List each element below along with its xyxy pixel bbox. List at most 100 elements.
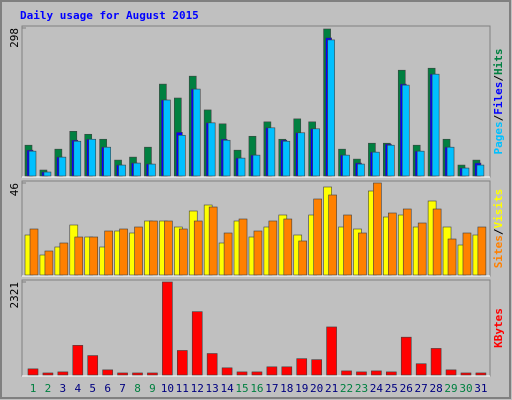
x-tick-label: 17	[265, 382, 278, 395]
bar	[357, 163, 365, 177]
bar	[134, 226, 143, 276]
bar	[163, 99, 171, 177]
bar	[43, 171, 52, 177]
x-tick-label: 3	[60, 382, 67, 395]
bar	[236, 371, 248, 376]
bar	[89, 236, 99, 276]
bar	[88, 138, 97, 177]
x-tick-label: 9	[149, 382, 156, 395]
bar	[402, 208, 412, 276]
legend-entry: Sites	[492, 235, 505, 268]
bar	[326, 326, 337, 376]
x-tick-label: 2	[45, 382, 52, 395]
bar	[417, 222, 427, 276]
x-tick-label: 12	[191, 382, 204, 395]
legend-entry: Pages	[492, 121, 505, 154]
bar	[238, 218, 248, 276]
bar	[223, 232, 233, 276]
bar	[193, 220, 203, 276]
bar	[59, 242, 69, 276]
legend-entry: Visits	[492, 189, 505, 229]
legend-entry: KBytes	[492, 308, 505, 348]
legend: Sites/Visits	[492, 189, 505, 269]
bar	[371, 370, 382, 376]
bar	[148, 163, 156, 177]
bar	[222, 139, 231, 177]
x-tick-label: 5	[89, 382, 96, 395]
bar	[192, 88, 201, 177]
bar	[372, 151, 380, 177]
x-tick-label: 13	[206, 382, 219, 395]
bar	[447, 238, 457, 276]
bar	[297, 132, 306, 177]
bar	[191, 311, 203, 376]
bar	[462, 232, 472, 276]
bar	[162, 281, 173, 376]
legend-entry: Hits	[492, 49, 505, 76]
bar	[178, 134, 186, 177]
x-tick-label: 14	[220, 382, 234, 395]
x-tick-label: 1	[30, 382, 37, 395]
bar	[252, 154, 261, 177]
x-tick-label: 25	[385, 382, 398, 395]
bar	[207, 122, 216, 177]
x-tick-label: 23	[355, 382, 368, 395]
x-tick-label: 11	[176, 382, 189, 395]
x-tick-label: 27	[415, 382, 428, 395]
bar	[343, 214, 352, 276]
bar	[206, 353, 218, 376]
legend-separator: /	[492, 228, 505, 235]
bar	[267, 127, 276, 177]
x-tick-label: 24	[370, 382, 384, 395]
x-tick-label: 29	[444, 382, 457, 395]
x-tick-label: 21	[325, 382, 338, 395]
bar	[313, 198, 322, 276]
bar	[432, 208, 442, 276]
bar	[102, 369, 113, 376]
bar	[312, 128, 320, 177]
bar	[356, 371, 367, 376]
x-tick-label: 15	[235, 382, 248, 395]
legend-entry: Files	[492, 82, 505, 115]
bar	[476, 164, 485, 177]
bar	[341, 370, 352, 376]
bar	[328, 194, 337, 276]
x-tick-label: 20	[310, 382, 323, 395]
bar	[268, 220, 278, 276]
bar	[460, 372, 472, 376]
bar	[281, 366, 293, 376]
legend: KBytes	[492, 308, 505, 348]
bar	[87, 355, 99, 376]
bar	[72, 345, 84, 376]
x-tick-label: 22	[340, 382, 353, 395]
bar	[237, 157, 246, 177]
y-max-label: 46	[8, 183, 21, 196]
bar	[431, 73, 440, 177]
bar	[42, 372, 54, 376]
legend-separator: /	[492, 75, 505, 82]
y-max-label: 2321	[8, 282, 21, 309]
bar	[387, 144, 395, 177]
bar	[400, 336, 412, 376]
x-tick-label: 26	[400, 382, 413, 395]
bar	[179, 228, 188, 276]
x-tick-label: 4	[74, 382, 81, 395]
legend-separator: /	[492, 114, 505, 121]
bar	[28, 150, 37, 177]
x-tick-label: 7	[119, 382, 126, 395]
bar	[461, 167, 470, 177]
bar	[251, 371, 263, 376]
bar	[477, 226, 487, 276]
bar	[373, 182, 382, 276]
bar	[221, 367, 233, 376]
bar	[416, 150, 425, 177]
bar	[266, 366, 278, 376]
bar	[386, 371, 397, 376]
x-tick-label: 19	[295, 382, 308, 395]
bar	[117, 372, 128, 376]
bar	[118, 164, 126, 177]
x-tick-label: 8	[134, 382, 141, 395]
bar	[132, 372, 143, 376]
